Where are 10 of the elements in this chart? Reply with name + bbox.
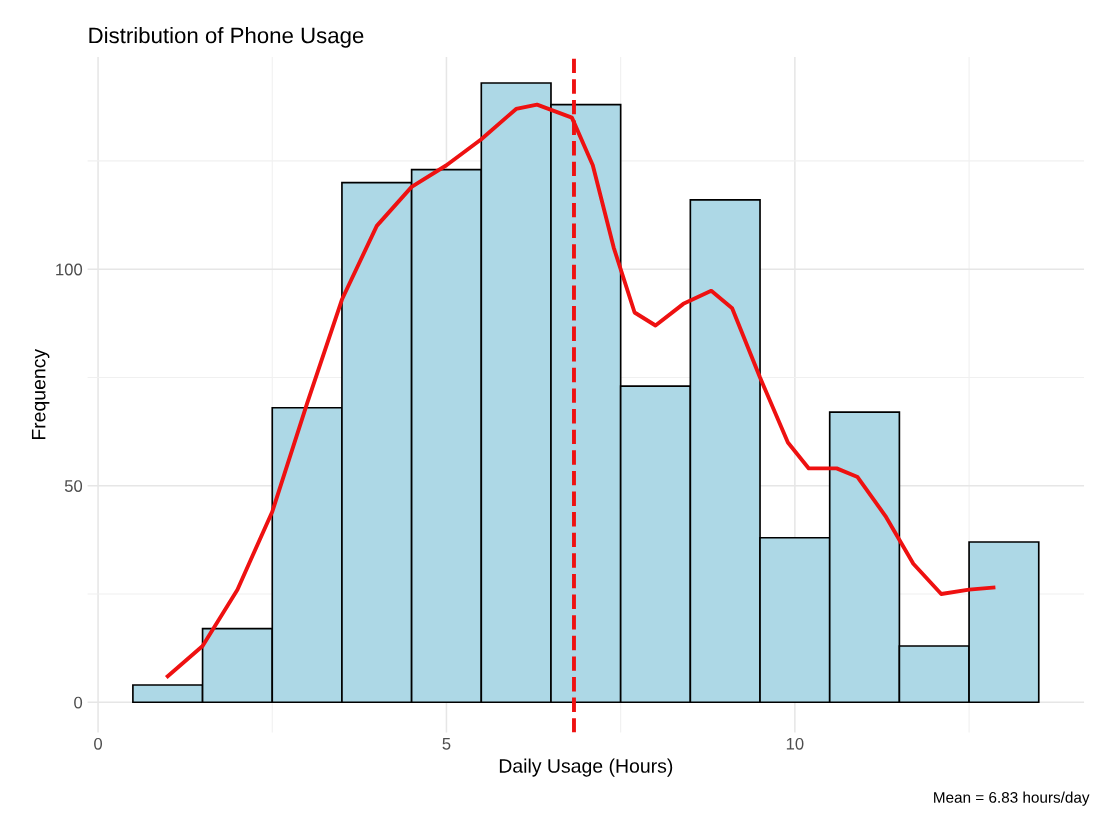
y-tick-label: 100 — [56, 263, 83, 276]
x-tick-label: 0 — [94, 737, 103, 750]
x-axis-title: Daily Usage (Hours) — [499, 758, 673, 777]
y-tick-label: 0 — [74, 696, 83, 709]
chart-title: Distribution of Phone Usage — [89, 26, 364, 48]
x-tick-label: 10 — [786, 737, 804, 750]
y-axis-title: Frequency — [31, 348, 50, 440]
y-tick-label: 50 — [64, 480, 83, 492]
text: Mean = 6.83 hours/day — [934, 791, 1090, 806]
x-tick-label: 5 — [442, 738, 451, 750]
